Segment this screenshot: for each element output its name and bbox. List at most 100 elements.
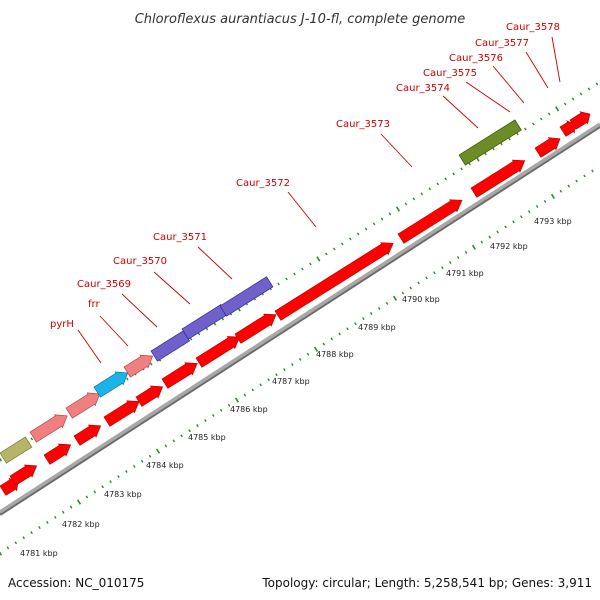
lower-tick [346, 327, 349, 331]
kbp-label: 4793 kbp [534, 217, 572, 226]
gene-arrow-cds [161, 362, 198, 389]
lower-tick [409, 286, 413, 290]
backbone-shadow [0, 125, 600, 516]
lower-tick [283, 368, 286, 372]
kbp-label: 4788 kbp [316, 350, 354, 359]
upper-tick [348, 237, 352, 241]
upper-tick [309, 262, 312, 266]
gene-leader-line [197, 246, 233, 280]
lower-tick [567, 184, 571, 188]
lower-tick [575, 179, 578, 183]
lower-tick [133, 464, 136, 468]
lower-tick [30, 531, 33, 535]
kbp-label: 4785 kbp [188, 433, 226, 442]
upper-tick [539, 117, 543, 121]
gene-leader-line [442, 95, 479, 129]
gene-label: Caur_3575 [423, 68, 477, 79]
kbp-label: 4782 kbp [62, 520, 100, 529]
lower-tick [330, 337, 334, 341]
gene-leader-line [525, 51, 549, 89]
upper-tick [30, 437, 34, 441]
accession-text: Accession: NC_010175 [8, 576, 145, 590]
lower-tick [148, 454, 152, 458]
gene-arrow-cds [43, 443, 72, 465]
lower-tick [46, 520, 49, 524]
upper-tick [126, 377, 129, 381]
lower-tick [14, 541, 18, 545]
lower-tick [155, 448, 161, 454]
upper-tick [205, 327, 209, 331]
lower-tick [338, 332, 341, 336]
gene-arrow-cds [103, 400, 140, 427]
gene-arrow-cds [73, 424, 102, 446]
lower-tick [0, 551, 3, 556]
lower-tick [504, 225, 507, 229]
backbone-layer [0, 122, 600, 516]
lower-tick [188, 429, 191, 433]
kbp-label: 4786 kbp [230, 405, 268, 414]
upper-tick [563, 102, 567, 106]
lower-tick [591, 169, 594, 173]
gene-box-purple [150, 330, 191, 362]
gene-leader-line [551, 36, 561, 83]
lower-tick [125, 470, 128, 473]
lower-tick [535, 205, 539, 209]
upper-tick [285, 277, 288, 281]
gene-arrow-cds [559, 120, 576, 137]
gene-leader-line [380, 133, 413, 168]
lower-tick [488, 235, 492, 239]
kbp-label: 4787 kbp [272, 377, 310, 386]
gene-box-cyan [93, 371, 129, 398]
gene-arrow-cds [0, 477, 19, 496]
lower-tick [117, 475, 120, 479]
lower-tick [22, 536, 25, 540]
gene-box-khaki [0, 436, 33, 464]
lower-tick [480, 240, 484, 244]
lower-tick [559, 189, 563, 193]
gene-label: Caur_3569 [77, 279, 131, 290]
gene-box-pink [65, 392, 101, 419]
upper-tick [316, 256, 321, 262]
upper-tick [277, 282, 280, 286]
lower-tick [38, 526, 41, 529]
lower-tick [109, 480, 112, 484]
kbp-label: 4789 kbp [358, 323, 396, 332]
lower-tick [377, 306, 381, 310]
kbp-label: 4792 kbp [490, 242, 528, 251]
gene-label: Caur_3570 [113, 256, 167, 267]
lower-tick [6, 546, 10, 550]
map-title: Chloroflexus aurantiacus J-10-fl, comple… [135, 12, 466, 27]
upper-tick [436, 182, 440, 186]
upper-tick [301, 267, 304, 271]
lower-tick [464, 250, 468, 254]
lower-tick [219, 408, 223, 412]
gene-leader-line [465, 81, 511, 113]
lower-tick [85, 495, 89, 499]
lower-tick [550, 193, 556, 199]
upper-tick [325, 252, 328, 256]
gene-leader-line [287, 191, 317, 228]
lower-tick [362, 317, 365, 321]
lower-tick [306, 352, 310, 356]
gene-box-pink [123, 354, 154, 378]
lower-tick [101, 485, 104, 489]
gene-leader-line [153, 271, 191, 305]
upper-tick [333, 247, 336, 251]
upper-tick [516, 132, 519, 136]
gene-leader-line [99, 315, 129, 347]
lower-tick [441, 266, 444, 270]
upper-tick [460, 167, 463, 171]
backbone-line [0, 122, 600, 514]
upper-tick [555, 106, 560, 112]
lower-tick [204, 419, 207, 423]
lower-tick [267, 378, 270, 382]
gene-label: Caur_3571 [153, 232, 207, 243]
upper-tick [587, 87, 591, 91]
upper-tick [356, 232, 360, 236]
gene-arrow-cds [9, 464, 38, 486]
upper-tick [221, 317, 225, 321]
upper-tick [524, 127, 527, 131]
lower-tick [322, 342, 326, 346]
lower-tick [69, 505, 73, 509]
